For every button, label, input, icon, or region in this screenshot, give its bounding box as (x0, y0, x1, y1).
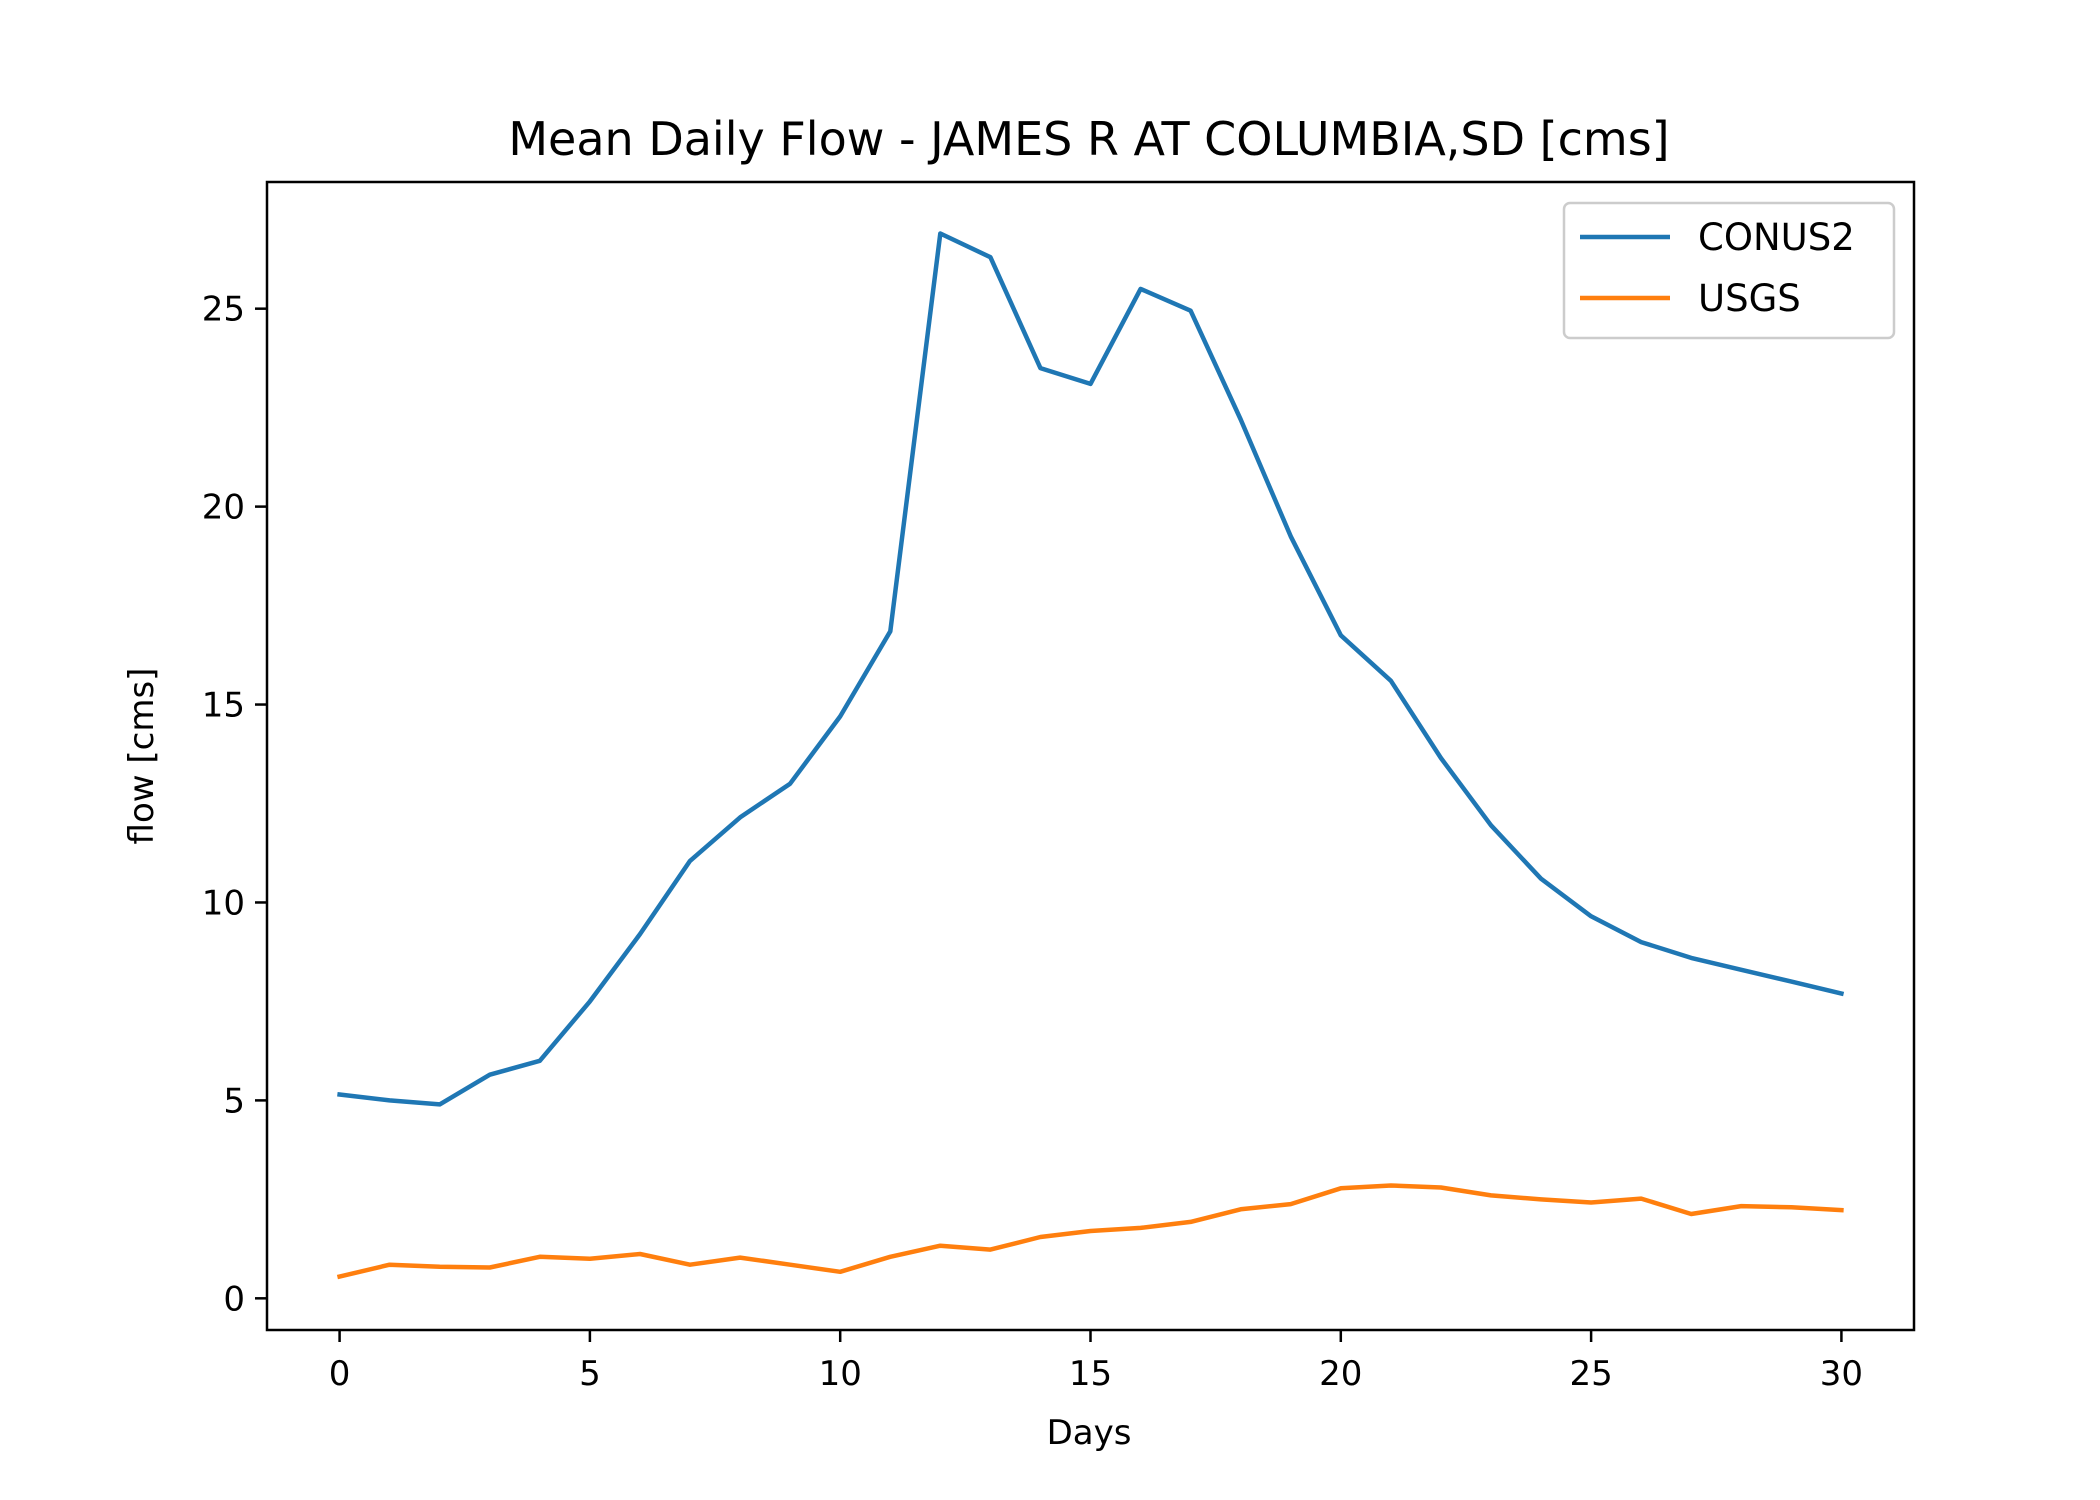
x-tick-label: 20 (1319, 1354, 1362, 1394)
y-axis-label: flow [cms] (122, 668, 162, 845)
y-axis: 0 5 10 15 20 25 (202, 290, 267, 1319)
x-axis: 0 5 10 15 20 25 30 (329, 1330, 1863, 1394)
x-tick-label: 30 (1820, 1354, 1863, 1394)
x-axis-label: Days (1047, 1413, 1132, 1453)
y-tick-label: 25 (202, 290, 245, 330)
x-tick-label: 25 (1569, 1354, 1612, 1394)
y-tick-label: 10 (202, 883, 245, 923)
y-tick-label: 5 (223, 1081, 245, 1121)
x-tick-label: 10 (819, 1354, 862, 1394)
series-line-conus2 (337, 231, 1845, 1107)
legend-label-conus2: CONUS2 (1698, 216, 1855, 259)
y-tick-label: 0 (223, 1279, 245, 1319)
legend-label-usgs: USGS (1698, 277, 1801, 320)
plot-lines (336, 231, 1845, 1280)
x-tick-label: 0 (329, 1354, 351, 1394)
y-tick-label: 15 (202, 686, 245, 726)
x-tick-label: 15 (1069, 1354, 1112, 1394)
series-line-usgs (336, 1183, 1844, 1280)
x-tick-label: 5 (579, 1354, 601, 1394)
chart-title: Mean Daily Flow - JAMES R AT COLUMBIA,SD… (508, 112, 1669, 166)
y-tick-label: 20 (202, 488, 245, 528)
legend: CONUS2 USGS (1562, 201, 1896, 340)
